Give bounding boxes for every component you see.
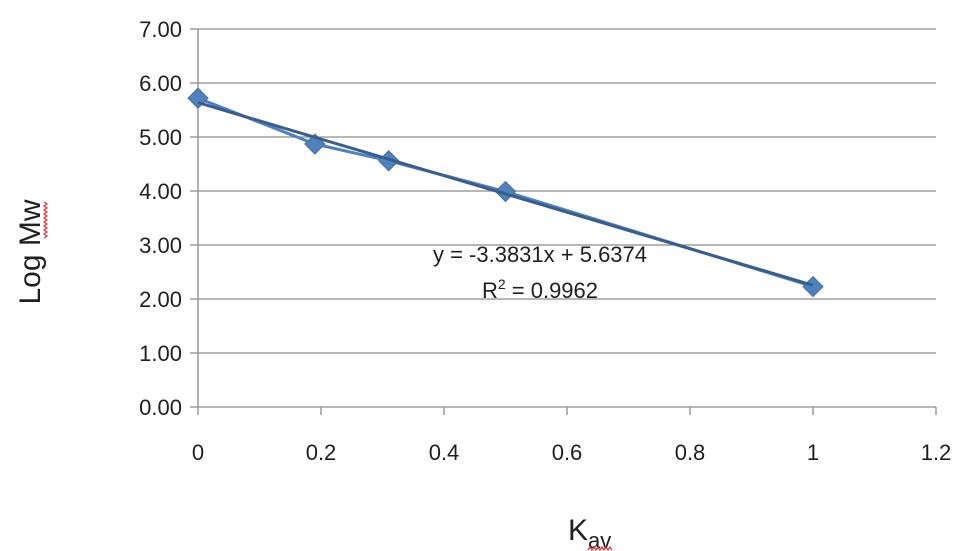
trendline-equation: y = -3.3831x + 5.6374 bbox=[433, 242, 647, 267]
y-tick-label: 3.00 bbox=[139, 233, 182, 258]
spellcheck-underline bbox=[587, 545, 613, 551]
x-tick-label: 0.4 bbox=[429, 440, 460, 465]
y-tick-label: 7.00 bbox=[139, 17, 182, 42]
x-tick-label: 0.8 bbox=[675, 440, 706, 465]
axes-layer bbox=[190, 28, 937, 415]
trendline bbox=[197, 101, 814, 287]
x-tick-label: 0 bbox=[192, 440, 204, 465]
x-tick-label: 0.6 bbox=[552, 440, 583, 465]
y-tick-label: 4.00 bbox=[139, 179, 182, 204]
y-tick-label: 0.00 bbox=[139, 395, 182, 420]
y-tick-label: 1.00 bbox=[139, 341, 182, 366]
x-axis-title: Kav bbox=[568, 514, 613, 551]
grid-layer bbox=[198, 28, 936, 354]
x-axis-label: Kav bbox=[568, 514, 611, 551]
y-axis-label: Log Mw bbox=[14, 199, 47, 304]
x-tick-label: 1 bbox=[807, 440, 819, 465]
y-axis-title: Log Mw bbox=[14, 199, 49, 305]
tick-labels: 0.00 1.00 2.00 3.00 4.00 5.00 6.00 7.00 0 0.2 0.4 0… bbox=[139, 17, 951, 465]
spellcheck-underline bbox=[42, 201, 49, 239]
trendline-layer bbox=[197, 101, 814, 287]
x-tick-label: 1.2 bbox=[921, 440, 952, 465]
y-tick-label: 2.00 bbox=[139, 287, 182, 312]
x-tick-label: 0.2 bbox=[306, 440, 337, 465]
trendline-r-squared: R2 = 0.9962 bbox=[482, 276, 598, 303]
y-tick-label: 6.00 bbox=[139, 71, 182, 96]
y-tick-label: 5.00 bbox=[139, 125, 182, 150]
data-point-marker bbox=[802, 275, 824, 298]
